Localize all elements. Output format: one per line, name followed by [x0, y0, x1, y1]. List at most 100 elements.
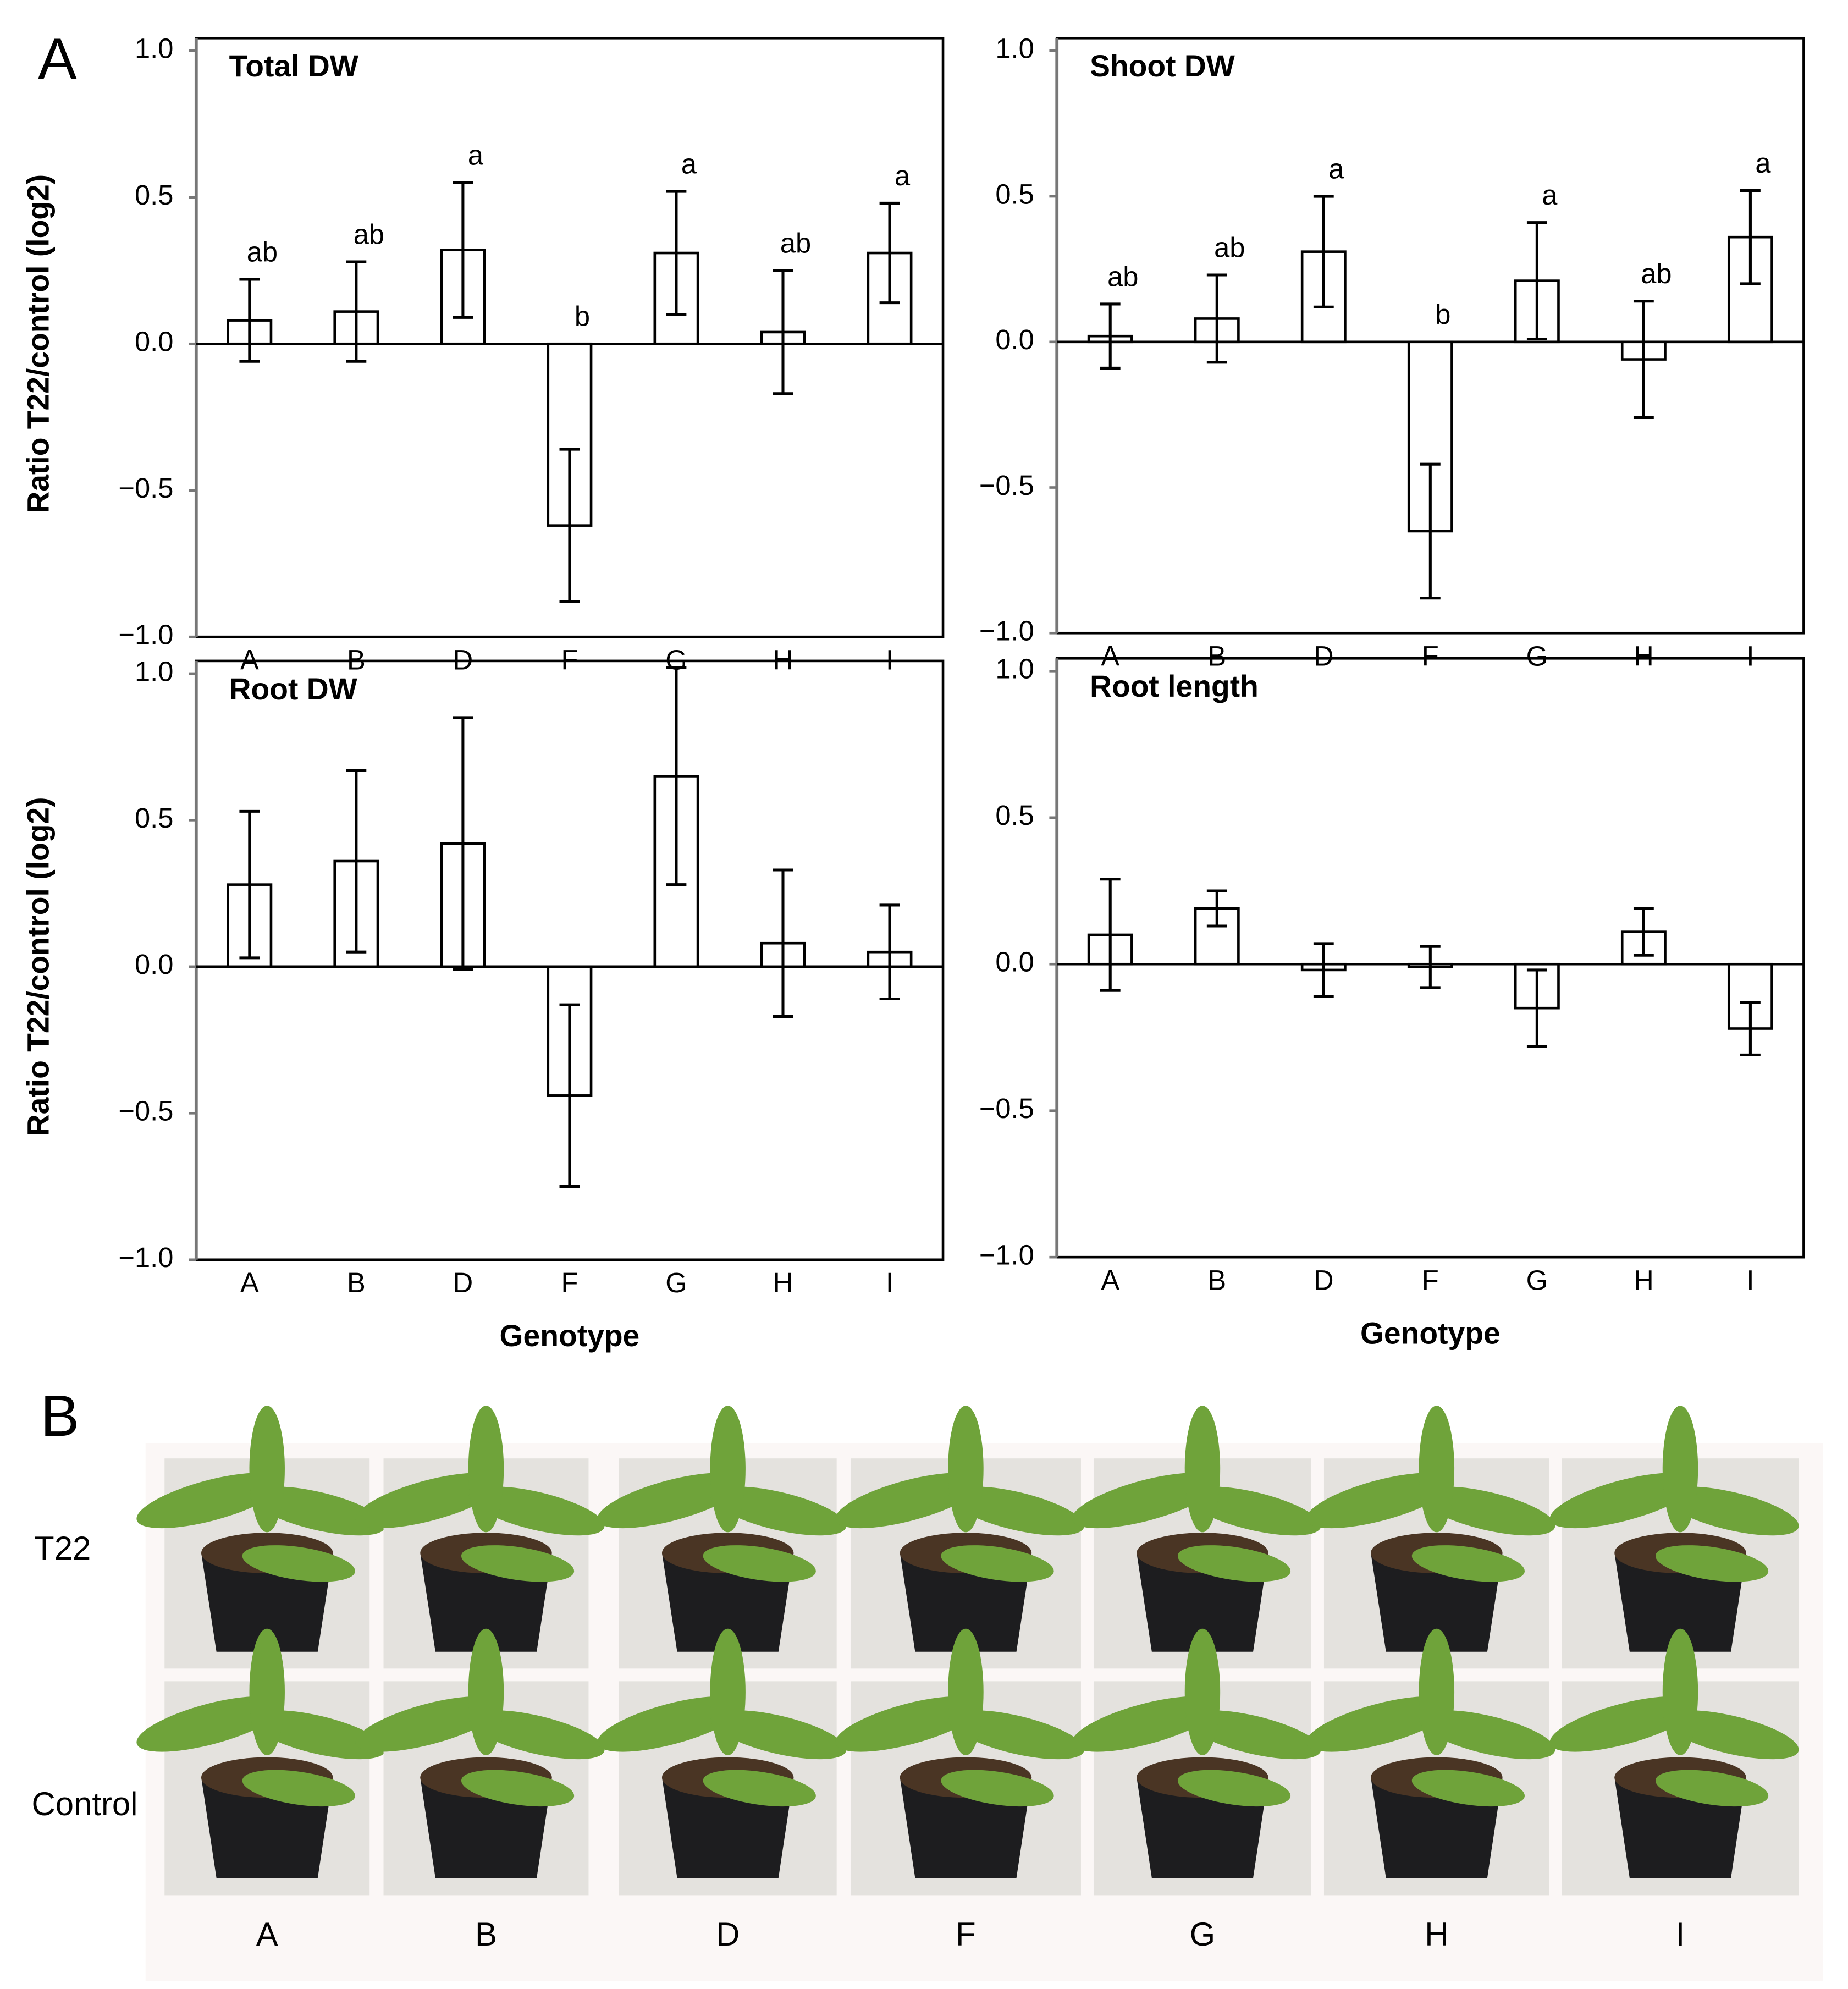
leaf [1411, 1545, 1525, 1582]
leaf [1072, 1696, 1220, 1752]
leaf [710, 1406, 746, 1533]
leaf [1411, 1770, 1525, 1807]
leaf [710, 1710, 847, 1760]
leaf [136, 1696, 284, 1752]
x-axis-label: Genotype [1360, 1316, 1501, 1350]
leaf [468, 1710, 605, 1760]
leaf [1549, 1696, 1697, 1752]
x-tick-label: B [1207, 641, 1226, 672]
significance-letter: ab [247, 236, 278, 267]
leaf [1184, 1628, 1221, 1755]
leaf [1663, 1710, 1799, 1760]
leaf [941, 1770, 1054, 1807]
leaf [468, 1628, 504, 1755]
y-tick-label: 0.0 [995, 946, 1034, 978]
column-label: G [1190, 1916, 1216, 1953]
leaf [1185, 1486, 1321, 1536]
leaf [242, 1545, 355, 1582]
y-tick-label: −0.5 [979, 1093, 1034, 1124]
x-tick-label: D [453, 1267, 473, 1298]
leaf [1177, 1770, 1291, 1807]
x-tick-label: G [665, 1267, 687, 1298]
significance-letter: b [575, 301, 590, 332]
leaf [355, 1473, 503, 1529]
x-tick-label: H [773, 1267, 793, 1298]
row-label: Control [32, 1786, 138, 1822]
significance-letter: a [1542, 179, 1558, 211]
x-tick-label: A [1101, 1265, 1119, 1296]
x-tick-label: H [1634, 1265, 1654, 1296]
y-tick-label: 0.0 [135, 949, 173, 980]
y-tick-label: 0.0 [995, 324, 1034, 355]
leaf [250, 1486, 386, 1536]
leaf [1655, 1545, 1769, 1582]
significance-letter: a [1755, 147, 1771, 179]
leaf [948, 1710, 1085, 1760]
leaf [461, 1545, 575, 1582]
leaf [136, 1473, 284, 1529]
leaf [710, 1486, 847, 1536]
x-tick-label: G [1526, 641, 1548, 672]
x-tick-label: G [1526, 1265, 1548, 1296]
significance-letter: ab [1107, 261, 1138, 292]
y-tick-label: −0.5 [118, 1095, 173, 1127]
column-label: H [1425, 1916, 1448, 1953]
y-tick-label: 0.5 [135, 802, 173, 834]
y-tick-label: 1.0 [135, 655, 173, 687]
leaf [250, 1710, 386, 1760]
significance-letter: a [895, 160, 911, 191]
significance-letter: a [468, 139, 484, 170]
leaf [835, 1473, 983, 1529]
y-tick-label: 1.0 [995, 653, 1034, 685]
panel-label: B [41, 1384, 80, 1448]
panel-label: A [38, 26, 77, 91]
y-tick-label: −0.5 [118, 472, 173, 504]
leaf [597, 1696, 744, 1752]
y-tick-label: −1.0 [979, 615, 1034, 647]
x-tick-label: F [561, 1267, 578, 1298]
leaf [1549, 1473, 1697, 1529]
leaf [468, 1486, 605, 1536]
leaf [1185, 1710, 1321, 1760]
significance-letter: a [681, 148, 697, 179]
row-label: T22 [34, 1530, 91, 1567]
leaf [703, 1770, 816, 1807]
column-label: B [475, 1916, 497, 1953]
column-label: I [1676, 1916, 1685, 1953]
chart-title: Total DW [229, 49, 359, 83]
y-axis-label: Ratio T22/control (log2) [21, 797, 55, 1136]
chart-title: Root length [1090, 669, 1259, 703]
leaf [597, 1473, 744, 1529]
leaf [249, 1406, 285, 1533]
leaf [1177, 1545, 1291, 1582]
y-tick-label: 0.0 [135, 326, 173, 357]
x-tick-label: F [1422, 1265, 1439, 1296]
leaf [1655, 1770, 1769, 1807]
leaf [1663, 1486, 1799, 1536]
leaf [1419, 1406, 1455, 1533]
x-tick-label: I [886, 1267, 893, 1298]
y-tick-label: 0.5 [995, 800, 1034, 831]
x-tick-label: D [1314, 641, 1334, 672]
leaf [1306, 1473, 1453, 1529]
x-tick-label: I [1746, 1265, 1754, 1296]
y-axis-label: Ratio T22/control (log2) [21, 174, 55, 514]
significance-letter: a [1328, 153, 1344, 184]
x-tick-label: B [347, 1267, 366, 1298]
significance-letter: ab [1214, 232, 1245, 263]
chart-title: Shoot DW [1090, 49, 1235, 83]
leaf [355, 1696, 503, 1752]
x-axis-label: Genotype [500, 1319, 640, 1353]
y-tick-label: −0.5 [979, 470, 1034, 501]
y-tick-label: 0.5 [995, 178, 1034, 210]
leaf [1419, 1710, 1555, 1760]
y-tick-label: 0.5 [135, 179, 173, 211]
y-tick-label: −1.0 [979, 1239, 1034, 1271]
significance-letter: ab [1641, 258, 1672, 289]
leaf [461, 1770, 575, 1807]
chart-title: Root DW [229, 672, 358, 706]
leaf [1662, 1406, 1698, 1533]
x-tick-label: D [1314, 1265, 1334, 1296]
leaf [249, 1628, 285, 1755]
